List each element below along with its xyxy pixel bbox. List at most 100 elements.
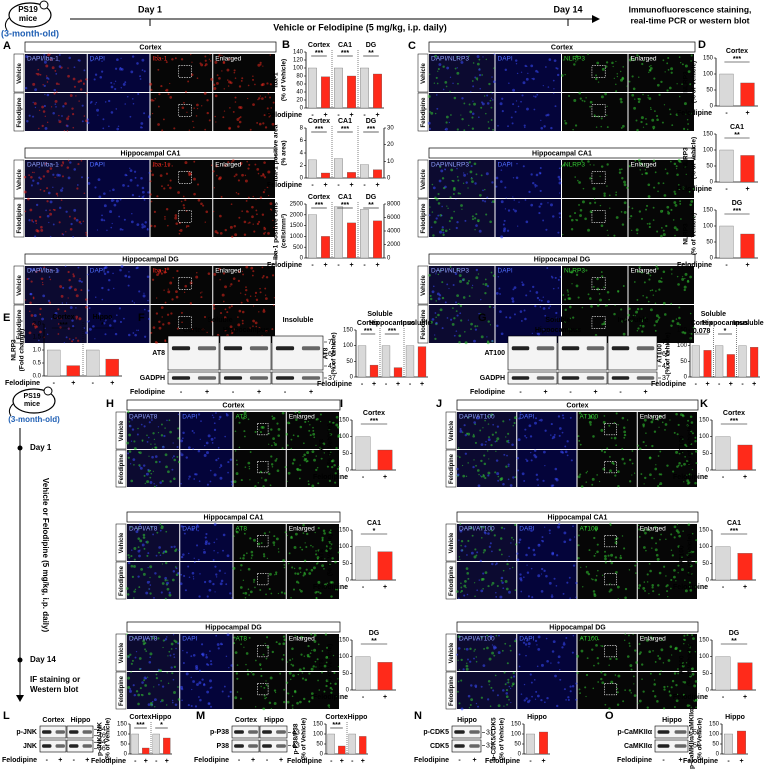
speckle xyxy=(177,572,180,575)
speckle xyxy=(553,88,555,90)
speckle xyxy=(500,235,504,239)
speckle xyxy=(284,466,287,469)
speckle xyxy=(504,642,507,645)
speckle xyxy=(158,551,160,554)
speckle xyxy=(467,658,469,661)
speckle xyxy=(43,190,46,193)
significance: *** xyxy=(370,418,378,425)
speckle xyxy=(471,127,475,130)
blot-band xyxy=(301,376,321,380)
bar xyxy=(737,662,753,691)
speckle xyxy=(214,591,216,593)
speckle xyxy=(246,298,249,302)
speckle xyxy=(558,216,561,219)
speckle xyxy=(98,195,102,199)
speckle xyxy=(685,173,687,176)
speckle xyxy=(478,74,482,77)
speckle xyxy=(558,427,562,430)
speckle xyxy=(476,55,480,58)
y-axis-label: (% of Vehicle) xyxy=(691,61,698,103)
speckle xyxy=(515,176,519,180)
speckle xyxy=(681,452,684,454)
lane-label: - xyxy=(266,757,269,764)
speckle xyxy=(231,597,233,599)
speckle xyxy=(90,60,92,62)
speckle xyxy=(565,637,568,639)
speckle xyxy=(72,113,75,116)
speckle xyxy=(495,292,499,295)
speckle xyxy=(132,332,135,334)
speckle xyxy=(439,230,443,234)
row-label-box xyxy=(115,633,127,672)
lane-label: - xyxy=(569,389,572,396)
speckle xyxy=(642,59,645,62)
speckle xyxy=(514,110,517,113)
blot-frame xyxy=(557,335,608,371)
speckle xyxy=(134,656,137,659)
section-title: Hippocampal CA1 xyxy=(532,150,592,157)
speckle xyxy=(290,536,293,540)
speckle xyxy=(633,106,637,110)
speckle xyxy=(178,549,180,551)
speckle xyxy=(26,120,29,123)
speckle xyxy=(466,593,469,596)
y-tick-label: 2 xyxy=(300,163,304,169)
speckle xyxy=(562,417,565,420)
speckle xyxy=(609,469,612,473)
micrograph xyxy=(517,562,577,599)
speckle xyxy=(208,119,211,122)
speckle xyxy=(482,572,485,575)
marker-label: 43 xyxy=(292,729,300,736)
speckle xyxy=(210,437,214,441)
speckle xyxy=(507,161,510,164)
speckle xyxy=(623,547,626,550)
y-axis-label: Iba-1 xyxy=(273,72,280,88)
speckle xyxy=(691,672,695,676)
speckle xyxy=(601,645,604,648)
speckle xyxy=(133,693,137,697)
blot-band xyxy=(561,346,580,351)
speckle xyxy=(550,434,552,436)
speckle xyxy=(219,476,223,480)
speckle xyxy=(506,229,510,232)
y-tick-label: 100 xyxy=(677,343,688,349)
speckle xyxy=(639,651,642,654)
speckle xyxy=(291,462,295,465)
speckle xyxy=(212,304,216,307)
speckle xyxy=(689,589,693,592)
speckle xyxy=(152,326,156,329)
speckle xyxy=(46,93,50,97)
speckle xyxy=(563,688,566,691)
speckle xyxy=(247,418,250,421)
speckle xyxy=(460,549,464,552)
speckle xyxy=(638,97,641,101)
y-tick-label: 150 xyxy=(709,722,720,728)
speckle xyxy=(242,579,245,582)
speckle xyxy=(110,226,113,229)
speckle xyxy=(229,285,231,287)
blot-frame xyxy=(167,371,220,385)
speckle xyxy=(616,75,619,78)
speckle xyxy=(614,304,616,307)
speckle xyxy=(187,80,190,83)
speckle xyxy=(278,642,281,646)
mouse-ear xyxy=(43,386,53,396)
speckle xyxy=(157,637,160,640)
speckle xyxy=(131,549,133,551)
title-box xyxy=(428,41,696,53)
bar xyxy=(163,737,171,755)
speckle xyxy=(630,668,633,671)
speckle xyxy=(164,597,167,600)
speckle xyxy=(171,58,174,61)
speckle xyxy=(480,174,483,177)
speckle xyxy=(62,233,65,236)
speckle xyxy=(265,696,268,699)
speckle xyxy=(548,529,551,532)
speckle xyxy=(683,462,686,466)
speckle xyxy=(153,210,157,213)
speckle xyxy=(223,685,226,688)
speckle xyxy=(229,458,233,461)
speckle xyxy=(489,99,492,102)
speckle xyxy=(657,655,660,657)
speckle xyxy=(649,289,652,292)
